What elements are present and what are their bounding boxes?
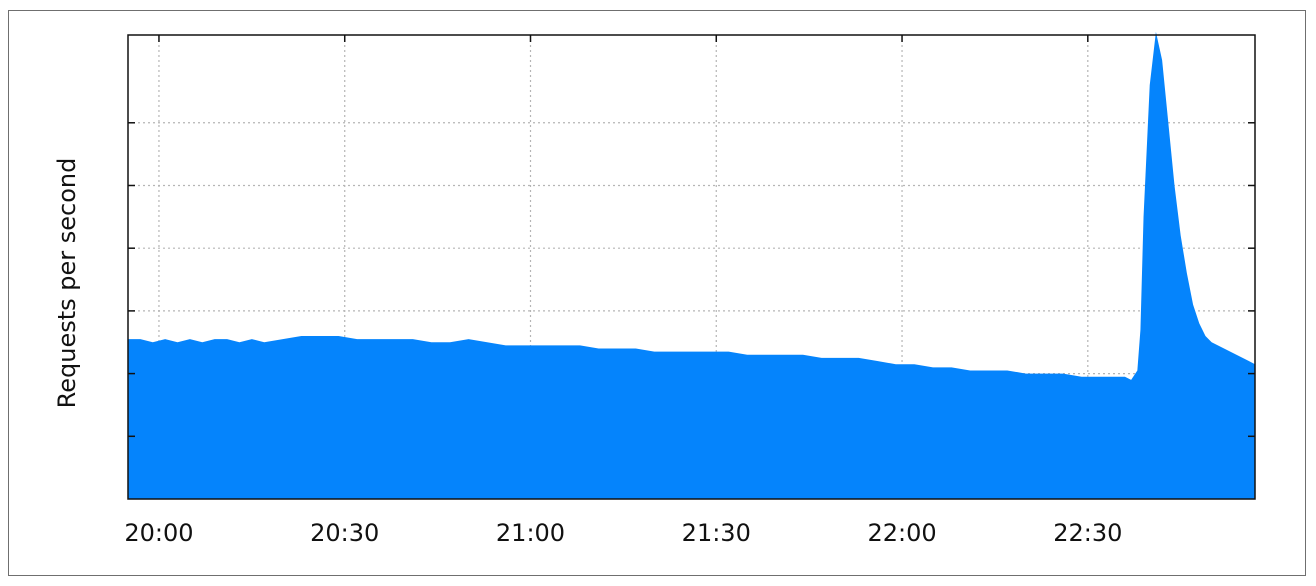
axis-layer <box>127 34 1256 500</box>
chart-svg: 20:00 20:30 21:00 21:30 22:00 22:30 Requests … <box>53 31 1256 547</box>
x-tick-label: 21:00 <box>496 519 565 547</box>
x-tick-label: 22:30 <box>1053 519 1122 547</box>
chart-frame: 20:00 20:30 21:00 21:30 22:00 22:30 Requests … <box>8 10 1306 576</box>
x-tick-labels: 20:00 20:30 21:00 21:30 22:00 22:30 <box>124 519 1122 547</box>
x-tick-label: 22:00 <box>867 519 936 547</box>
x-tick-label: 20:00 <box>124 519 193 547</box>
x-tick-label: 20:30 <box>310 519 379 547</box>
x-tick-label: 21:30 <box>682 519 751 547</box>
area-series <box>128 31 1255 500</box>
plot-border <box>127 34 1256 500</box>
y-axis-label: Requests per second <box>53 158 81 409</box>
